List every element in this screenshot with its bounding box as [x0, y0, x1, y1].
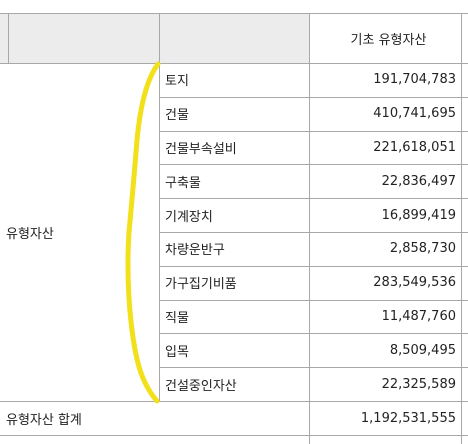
grid-line	[159, 198, 468, 199]
grid-line	[0, 401, 468, 402]
item-value: 283,549,536	[373, 275, 456, 291]
grid-line	[309, 13, 310, 444]
item-label: 건물	[165, 108, 189, 124]
item-label: 직물	[165, 310, 189, 326]
item-value: 22,325,589	[381, 376, 456, 392]
header-cell-item	[159, 13, 309, 63]
item-value: 16,899,419	[381, 207, 456, 223]
item-label: 건설중인자산	[165, 378, 237, 394]
grid-line	[159, 266, 468, 267]
item-label: 차량운반구	[165, 243, 225, 259]
grid-line	[0, 13, 468, 14]
grid-line	[0, 63, 468, 64]
grid-line	[159, 164, 468, 165]
group-label: 유형자산	[6, 226, 54, 242]
grid-line	[0, 435, 468, 436]
header-cell-group	[0, 13, 159, 63]
item-value: 8,509,495	[389, 342, 456, 358]
grid-line	[159, 232, 468, 233]
item-value: 2,858,730	[389, 241, 456, 257]
item-label: 입목	[165, 344, 189, 360]
item-label: 구축물	[165, 175, 201, 191]
item-value: 221,618,051	[373, 139, 456, 155]
grid-line	[461, 13, 462, 444]
item-value: 11,487,760	[381, 308, 456, 324]
total-label: 유형자산 합계	[6, 412, 82, 428]
grid-line	[159, 13, 160, 401]
item-label: 기계장치	[165, 209, 213, 225]
grid-line	[159, 300, 468, 301]
item-value: 191,704,783	[373, 72, 456, 88]
grid-line	[159, 131, 468, 132]
total-value: 1,192,531,555	[360, 410, 456, 426]
item-value: 410,741,695	[373, 106, 456, 122]
item-label: 건물부속설비	[165, 141, 237, 157]
header-column-title: 기초 유형자산	[309, 13, 468, 63]
item-label: 가구집기비품	[165, 277, 237, 293]
item-value: 22,836,497	[381, 173, 456, 189]
grid-line	[159, 97, 468, 98]
item-label: 토지	[165, 74, 189, 90]
grid-line	[159, 367, 468, 368]
grid-line	[159, 333, 468, 334]
grid-line	[8, 13, 9, 63]
